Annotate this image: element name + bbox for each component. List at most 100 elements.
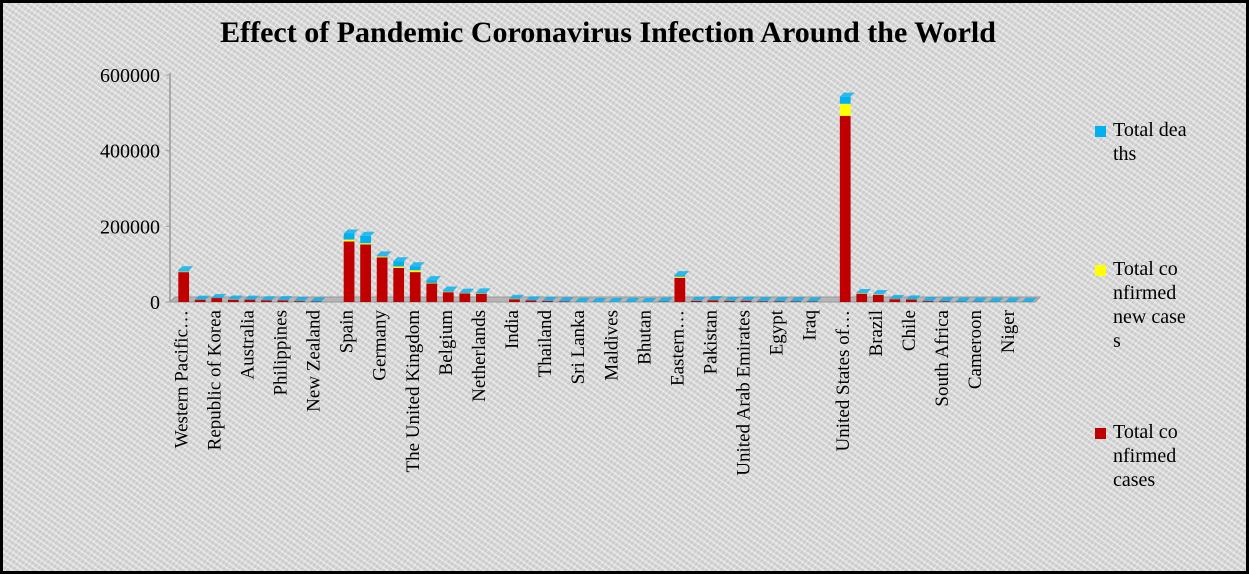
bar-segment: [674, 275, 686, 277]
bar-top: [674, 271, 690, 276]
bar-segment: [376, 257, 388, 302]
x-tick-label: Egypt: [767, 309, 788, 355]
bar-top: [509, 294, 524, 299]
bar-segment: [839, 103, 851, 116]
bar-segment: [442, 290, 454, 292]
bar-segment: [476, 293, 487, 302]
x-tick-label: India: [502, 309, 523, 349]
bar-top: [806, 297, 822, 302]
bar-top: [476, 288, 491, 293]
bar-segment: [426, 282, 438, 284]
x-tick-label: United States of…: [833, 310, 854, 451]
bar-segment: [839, 96, 851, 104]
bar-segment: [409, 270, 421, 273]
bar-segment: [525, 300, 537, 302]
bar-segment: [839, 115, 851, 302]
x-tick-label: Maldives: [601, 310, 622, 381]
y-tick-label: 600000: [100, 65, 160, 87]
legend-label: Total confirmed cases: [1113, 421, 1178, 491]
bar-segment: [294, 301, 305, 302]
x-tick-label: Chile: [899, 310, 920, 351]
bar-segment: [724, 301, 735, 302]
x-tick-label: Niger: [998, 309, 1019, 353]
bar-segment: [360, 244, 371, 302]
bar-top: [856, 288, 872, 293]
bar-segment: [740, 300, 752, 302]
bar-top: [575, 297, 590, 302]
bar-segment: [674, 276, 686, 278]
bar-segment: [393, 267, 405, 302]
x-tick-label: New Zealand: [304, 310, 325, 412]
bar-top: [1021, 297, 1037, 302]
bar-segment: [360, 235, 371, 244]
x-tick-label: Philippines: [271, 310, 292, 396]
bar-top: [872, 289, 888, 294]
legend-swatch: [1095, 265, 1106, 276]
bar-top: [525, 296, 541, 301]
bar-top: [459, 288, 475, 293]
bar-segment: [393, 266, 405, 268]
x-tick-label: Western Pacific…: [171, 310, 192, 448]
bar-top: [310, 297, 326, 302]
bar-segment: [906, 299, 917, 302]
bar-top: [839, 92, 855, 97]
bar-top: [211, 293, 227, 298]
x-tick-label: Australia: [237, 309, 258, 379]
bar-segment: [360, 243, 371, 245]
x-tick-label: Sri Lanka: [568, 309, 589, 384]
x-tick-label: Cameroon: [965, 310, 986, 390]
bar-top: [360, 231, 375, 236]
bar-segment: [558, 301, 570, 302]
bar-segment: [757, 301, 768, 302]
x-tick-label: Belgium: [436, 310, 457, 376]
bar-top: [624, 297, 640, 302]
bar-top: [277, 296, 293, 301]
legend-swatch: [1095, 126, 1106, 137]
bar-segment: [509, 299, 520, 302]
bar-top: [227, 295, 243, 300]
bar-segment: [409, 266, 421, 271]
bar-segment: [227, 299, 239, 302]
bar-top: [1005, 297, 1020, 302]
bar-segment: [790, 301, 801, 302]
bar-segment: [277, 300, 289, 302]
bar-segment: [194, 299, 206, 302]
bar-segment: [872, 294, 884, 302]
bar-segment: [244, 299, 256, 302]
y-tick-label: 200000: [100, 216, 160, 238]
bar-top: [740, 296, 756, 301]
x-tick-label: Germany: [370, 310, 391, 381]
bar-segment: [442, 292, 454, 302]
bar-segment: [426, 283, 438, 302]
y-tick-label: 400000: [100, 141, 160, 163]
bar-segment: [343, 239, 355, 242]
bar-top: [393, 257, 409, 262]
bar-segment: [393, 261, 405, 267]
bar-segment: [178, 271, 190, 273]
x-tick-label: Spain: [337, 310, 358, 354]
bar-segment: [542, 301, 553, 302]
bar-segment: [691, 300, 702, 302]
bar-top: [608, 297, 624, 302]
bar-segment: [376, 255, 388, 257]
bar-segment: [211, 298, 223, 302]
x-tick-label: South Africa: [932, 309, 953, 406]
bar-top: [244, 295, 260, 300]
bar-segment: [922, 301, 934, 302]
bar-top: [757, 297, 772, 302]
bar-top: [343, 229, 359, 234]
bar-top: [657, 297, 673, 302]
x-tick-label: Brazil: [866, 310, 887, 356]
bar-top: [178, 266, 194, 271]
bar-top: [972, 297, 987, 302]
bar-top: [955, 297, 971, 302]
legend-label: Total confirmed new cases: [1113, 258, 1186, 352]
bar-top: [790, 297, 805, 302]
x-tick-label: Thailand: [535, 310, 556, 378]
bar-segment: [674, 277, 686, 302]
bar-segment: [939, 301, 950, 302]
y-tick-label: 0: [150, 292, 160, 314]
bar-top: [442, 286, 458, 291]
